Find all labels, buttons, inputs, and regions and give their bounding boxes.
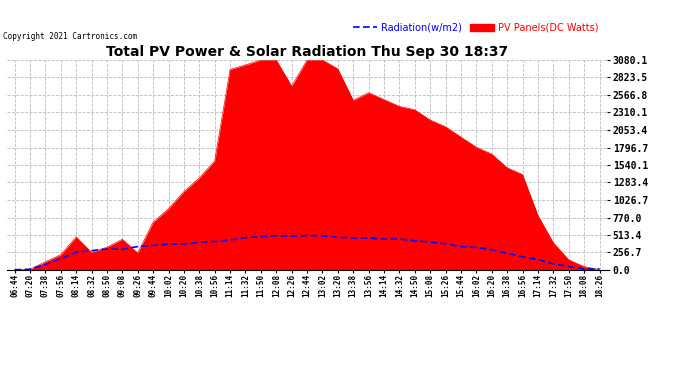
Title: Total PV Power & Solar Radiation Thu Sep 30 18:37: Total PV Power & Solar Radiation Thu Sep… <box>106 45 508 59</box>
Legend: Radiation(w/m2), PV Panels(DC Watts): Radiation(w/m2), PV Panels(DC Watts) <box>349 19 602 36</box>
Text: Copyright 2021 Cartronics.com: Copyright 2021 Cartronics.com <box>3 32 137 41</box>
